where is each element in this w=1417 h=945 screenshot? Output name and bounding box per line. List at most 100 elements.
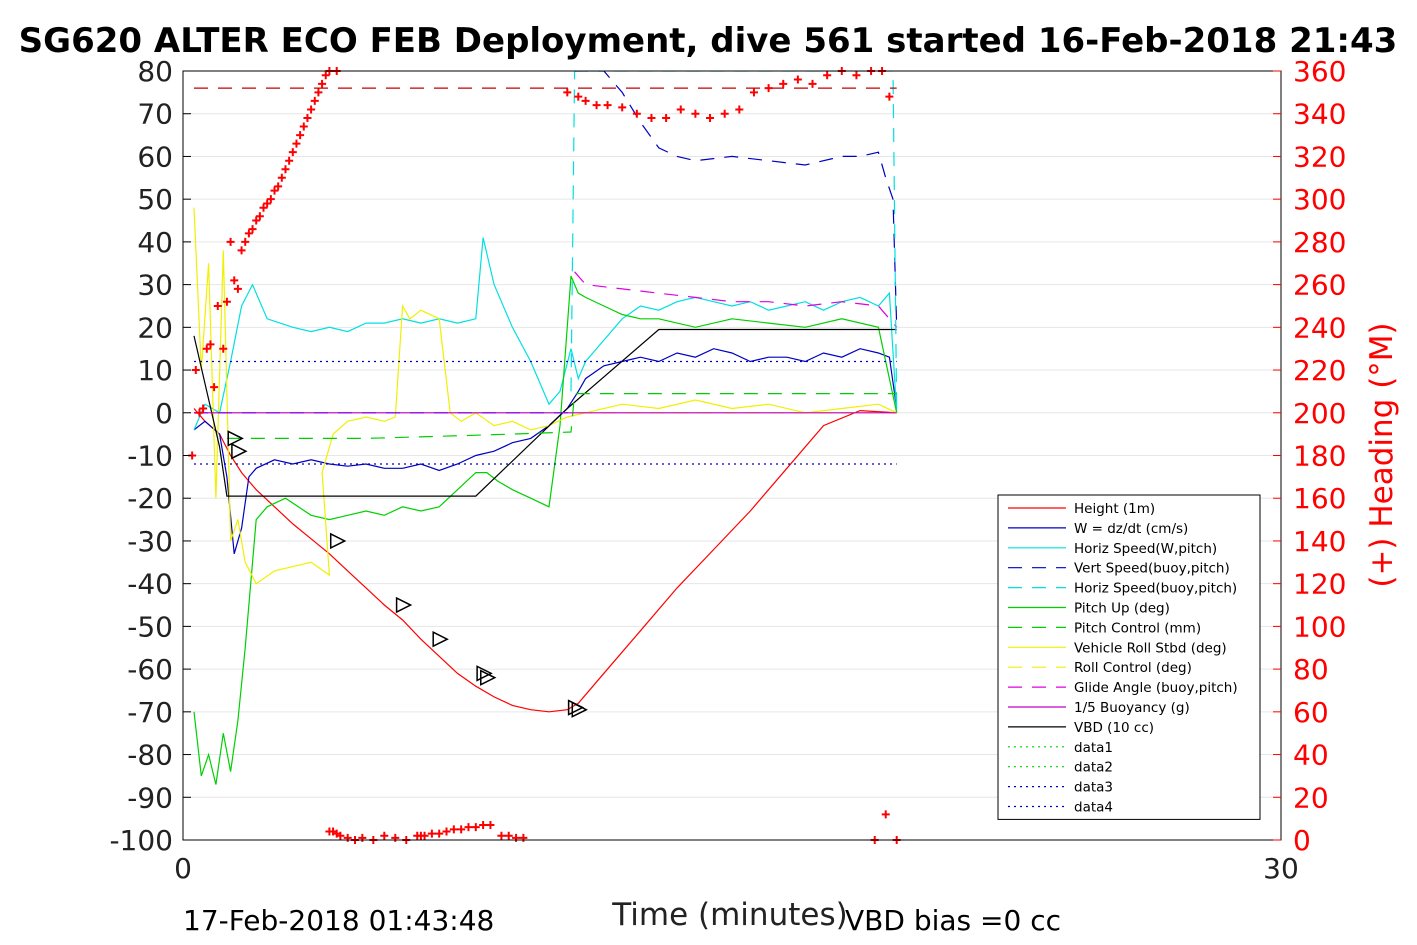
y2-tick-label: 260 <box>1293 269 1346 302</box>
legend-entry: data3 <box>1074 780 1113 796</box>
heading-point <box>241 237 250 246</box>
heading-point <box>202 344 211 353</box>
footer-vbd-bias: VBD bias =0 cc <box>845 904 1061 937</box>
y-tick-label: 60 <box>137 140 173 173</box>
heading-point <box>823 71 832 80</box>
heading-point <box>632 109 641 118</box>
heading-point <box>237 246 246 255</box>
heading-point <box>691 109 700 118</box>
series-layer <box>193 71 898 785</box>
heading-point <box>563 88 572 97</box>
legend: Height (1m) W = dz/dt (cm/s) Horiz Speed(W… <box>997 494 1261 820</box>
heading-point <box>210 383 219 392</box>
x-tick-label: 30 <box>1263 852 1299 885</box>
heading-point <box>779 79 788 88</box>
heading-point <box>226 237 235 246</box>
y-tick-label: -30 <box>127 525 173 558</box>
y-tick-label: 10 <box>137 354 173 387</box>
series-line-6 <box>193 328 897 497</box>
y-tick-label: -70 <box>127 696 173 729</box>
heading-point <box>764 84 773 93</box>
legend-entry: Vehicle Roll Stbd (deg) <box>1074 640 1227 656</box>
y2-tick-label: 80 <box>1293 653 1329 686</box>
triangle-marker <box>227 430 244 447</box>
y2-tick-label: 220 <box>1293 354 1346 387</box>
legend-box <box>997 494 1261 820</box>
heading-point <box>592 101 601 110</box>
heading-points-layer <box>188 67 901 844</box>
heading-point <box>233 284 242 293</box>
y-tick-label: -50 <box>127 610 173 643</box>
heading-point <box>486 821 495 830</box>
y2-tick-label: 240 <box>1293 311 1346 344</box>
heading-point <box>808 79 817 88</box>
y2-tick-label: 40 <box>1293 739 1329 772</box>
triangle-marker <box>476 665 493 682</box>
heading-point <box>292 139 301 148</box>
heading-point <box>206 340 215 349</box>
y2-tick-label: 140 <box>1293 525 1346 558</box>
heading-point <box>222 297 231 306</box>
y-tick-label: 20 <box>137 311 173 344</box>
y-tick-label: -60 <box>127 653 173 686</box>
heading-point <box>230 276 239 285</box>
heading-point <box>303 113 312 122</box>
heading-point <box>497 831 506 840</box>
heading-point <box>512 833 521 842</box>
heading-point <box>281 165 290 174</box>
heading-point <box>321 71 330 80</box>
series-line-0 <box>193 408 897 713</box>
heading-point <box>793 75 802 84</box>
heading-point <box>191 366 200 375</box>
heading-point <box>881 810 890 819</box>
legend-entry: Pitch Up (deg) <box>1074 601 1170 617</box>
y2-tick-label: 160 <box>1293 482 1346 515</box>
y-tick-label: 0 <box>155 397 173 430</box>
heading-point <box>277 173 286 182</box>
heading-point <box>307 105 316 114</box>
heading-point <box>270 186 279 195</box>
legend-entry: data4 <box>1074 800 1113 816</box>
x-tick-label: 0 <box>174 852 192 885</box>
series-line-2 <box>193 237 898 431</box>
y2-tick-label: 100 <box>1293 610 1346 643</box>
y2-tick-label: 180 <box>1293 440 1346 473</box>
heading-point <box>199 404 208 413</box>
heading-point <box>288 148 297 157</box>
legend-entry: data2 <box>1074 760 1113 776</box>
y2-tick-label: 280 <box>1293 226 1346 259</box>
y-tick-label: 70 <box>137 98 173 131</box>
footer-timestamp: 17-Feb-2018 01:43:48 <box>183 904 494 937</box>
heading-point <box>391 833 400 842</box>
heading-point <box>255 212 264 221</box>
heading-point <box>749 88 758 97</box>
heading-point <box>647 113 656 122</box>
legend-entry: Horiz Speed(buoy,pitch) <box>1074 581 1237 597</box>
triangle-markers-layer <box>227 430 588 718</box>
heading-point <box>720 109 729 118</box>
heading-point <box>471 823 480 832</box>
legend-entry: Glide Angle (buoy,pitch) <box>1074 680 1238 696</box>
heading-point <box>252 216 261 225</box>
heading-point <box>416 831 425 840</box>
chart-title: SG620 ALTER ECO FEB Deployment, dive 561… <box>19 21 1398 61</box>
heading-point <box>274 182 283 191</box>
y-tick-label: 40 <box>137 226 173 259</box>
heading-point <box>479 821 488 830</box>
legend-entry: Pitch Control (mm) <box>1074 620 1201 636</box>
heading-point <box>358 833 367 842</box>
heading-point <box>380 831 389 840</box>
heading-point <box>244 229 253 238</box>
heading-point <box>266 195 275 204</box>
y2-tick-label: 360 <box>1293 55 1346 88</box>
heading-point <box>310 96 319 105</box>
series-line-3 <box>193 275 898 785</box>
x-axis-label: Time (minutes) <box>611 897 847 933</box>
heading-point <box>336 831 345 840</box>
right-axis-label: (+) Heading (°M) <box>1364 322 1400 587</box>
heading-point <box>574 92 583 101</box>
heading-point <box>581 96 590 105</box>
legend-entry: Vert Speed(buoy,pitch) <box>1074 561 1230 577</box>
y2-tick-label: 60 <box>1293 696 1329 729</box>
